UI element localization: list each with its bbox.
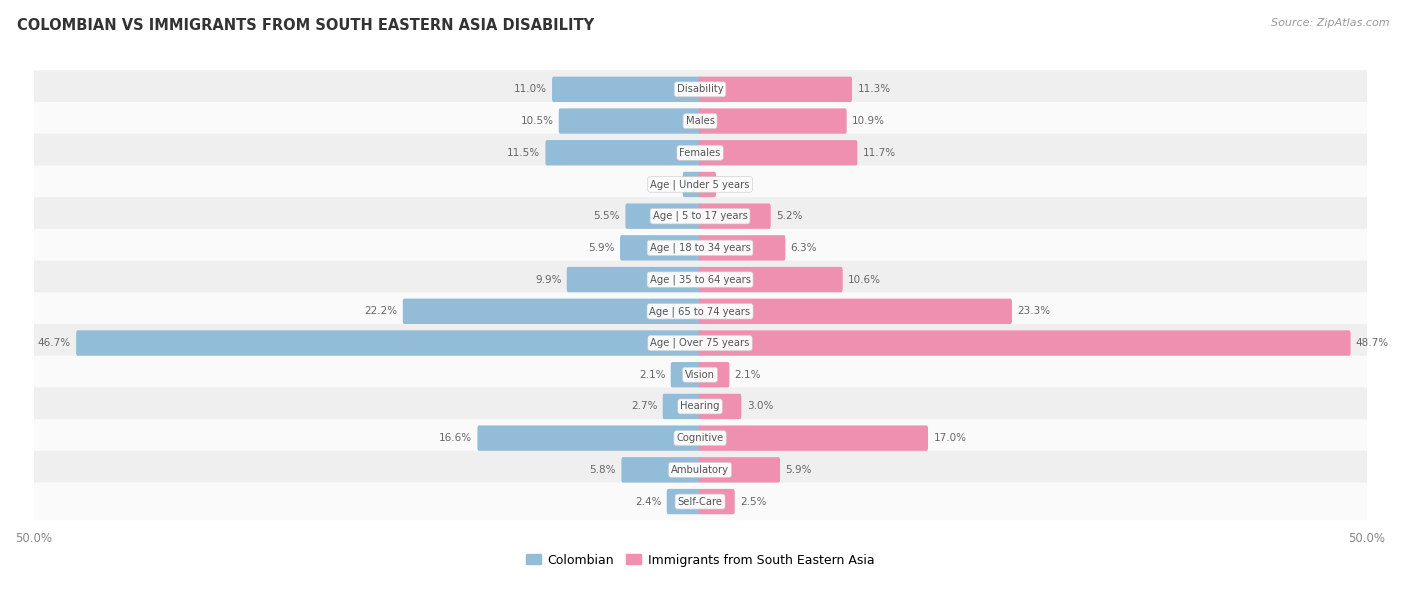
FancyBboxPatch shape <box>31 356 1368 394</box>
Text: 11.5%: 11.5% <box>508 147 540 158</box>
FancyBboxPatch shape <box>31 197 1368 235</box>
Text: 16.6%: 16.6% <box>439 433 472 443</box>
FancyBboxPatch shape <box>626 203 702 229</box>
Text: 10.5%: 10.5% <box>520 116 554 126</box>
FancyBboxPatch shape <box>31 451 1368 489</box>
Text: Age | Over 75 years: Age | Over 75 years <box>651 338 749 348</box>
FancyBboxPatch shape <box>699 425 928 451</box>
Text: 11.0%: 11.0% <box>513 84 547 94</box>
FancyBboxPatch shape <box>699 362 730 387</box>
FancyBboxPatch shape <box>699 76 852 102</box>
Text: Hearing: Hearing <box>681 401 720 411</box>
Text: Source: ZipAtlas.com: Source: ZipAtlas.com <box>1271 18 1389 28</box>
Text: 5.2%: 5.2% <box>776 211 803 221</box>
FancyBboxPatch shape <box>671 362 702 387</box>
Text: 5.8%: 5.8% <box>589 465 616 475</box>
Text: 2.4%: 2.4% <box>636 496 661 507</box>
Text: 10.6%: 10.6% <box>848 275 882 285</box>
FancyBboxPatch shape <box>699 299 1012 324</box>
Text: 46.7%: 46.7% <box>38 338 70 348</box>
FancyBboxPatch shape <box>699 203 770 229</box>
FancyBboxPatch shape <box>621 457 702 482</box>
Text: 11.3%: 11.3% <box>858 84 890 94</box>
FancyBboxPatch shape <box>31 482 1368 521</box>
Text: 10.9%: 10.9% <box>852 116 884 126</box>
Text: Ambulatory: Ambulatory <box>671 465 730 475</box>
Text: 2.1%: 2.1% <box>735 370 761 379</box>
FancyBboxPatch shape <box>699 235 786 261</box>
FancyBboxPatch shape <box>699 489 735 514</box>
Text: Age | 65 to 74 years: Age | 65 to 74 years <box>650 306 751 316</box>
Text: 1.2%: 1.2% <box>651 179 678 190</box>
FancyBboxPatch shape <box>31 102 1368 140</box>
Text: Age | 18 to 34 years: Age | 18 to 34 years <box>650 242 751 253</box>
Text: 9.9%: 9.9% <box>534 275 561 285</box>
Text: COLOMBIAN VS IMMIGRANTS FROM SOUTH EASTERN ASIA DISABILITY: COLOMBIAN VS IMMIGRANTS FROM SOUTH EASTE… <box>17 18 593 34</box>
Text: Self-Care: Self-Care <box>678 496 723 507</box>
FancyBboxPatch shape <box>478 425 702 451</box>
Text: 2.1%: 2.1% <box>638 370 665 379</box>
Text: Vision: Vision <box>685 370 716 379</box>
FancyBboxPatch shape <box>546 140 702 165</box>
FancyBboxPatch shape <box>699 140 858 165</box>
Text: 5.9%: 5.9% <box>588 243 614 253</box>
FancyBboxPatch shape <box>699 108 846 134</box>
Text: Males: Males <box>686 116 714 126</box>
FancyBboxPatch shape <box>699 457 780 482</box>
FancyBboxPatch shape <box>31 229 1368 267</box>
FancyBboxPatch shape <box>31 261 1368 299</box>
Text: 3.0%: 3.0% <box>747 401 773 411</box>
FancyBboxPatch shape <box>31 165 1368 203</box>
Legend: Colombian, Immigrants from South Eastern Asia: Colombian, Immigrants from South Eastern… <box>520 548 879 572</box>
Text: Age | 35 to 64 years: Age | 35 to 64 years <box>650 274 751 285</box>
FancyBboxPatch shape <box>553 76 702 102</box>
FancyBboxPatch shape <box>31 70 1368 108</box>
FancyBboxPatch shape <box>567 267 702 293</box>
FancyBboxPatch shape <box>402 299 702 324</box>
FancyBboxPatch shape <box>31 324 1368 362</box>
FancyBboxPatch shape <box>699 172 716 197</box>
FancyBboxPatch shape <box>620 235 702 261</box>
FancyBboxPatch shape <box>699 330 1351 356</box>
Text: 6.3%: 6.3% <box>790 243 817 253</box>
FancyBboxPatch shape <box>666 489 702 514</box>
Text: 5.9%: 5.9% <box>786 465 811 475</box>
FancyBboxPatch shape <box>699 267 842 293</box>
FancyBboxPatch shape <box>699 394 741 419</box>
Text: 2.5%: 2.5% <box>740 496 766 507</box>
Text: 48.7%: 48.7% <box>1355 338 1389 348</box>
Text: 1.1%: 1.1% <box>721 179 748 190</box>
FancyBboxPatch shape <box>31 419 1368 457</box>
FancyBboxPatch shape <box>662 394 702 419</box>
Text: Cognitive: Cognitive <box>676 433 724 443</box>
FancyBboxPatch shape <box>683 172 702 197</box>
Text: Age | 5 to 17 years: Age | 5 to 17 years <box>652 211 748 222</box>
FancyBboxPatch shape <box>76 330 702 356</box>
Text: 2.7%: 2.7% <box>631 401 658 411</box>
Text: 11.7%: 11.7% <box>863 147 896 158</box>
Text: 17.0%: 17.0% <box>934 433 966 443</box>
Text: Disability: Disability <box>676 84 723 94</box>
Text: 23.3%: 23.3% <box>1018 306 1050 316</box>
Text: 22.2%: 22.2% <box>364 306 398 316</box>
FancyBboxPatch shape <box>31 293 1368 330</box>
Text: 5.5%: 5.5% <box>593 211 620 221</box>
Text: Females: Females <box>679 147 721 158</box>
FancyBboxPatch shape <box>31 387 1368 425</box>
FancyBboxPatch shape <box>31 134 1368 172</box>
Text: Age | Under 5 years: Age | Under 5 years <box>651 179 749 190</box>
FancyBboxPatch shape <box>558 108 702 134</box>
